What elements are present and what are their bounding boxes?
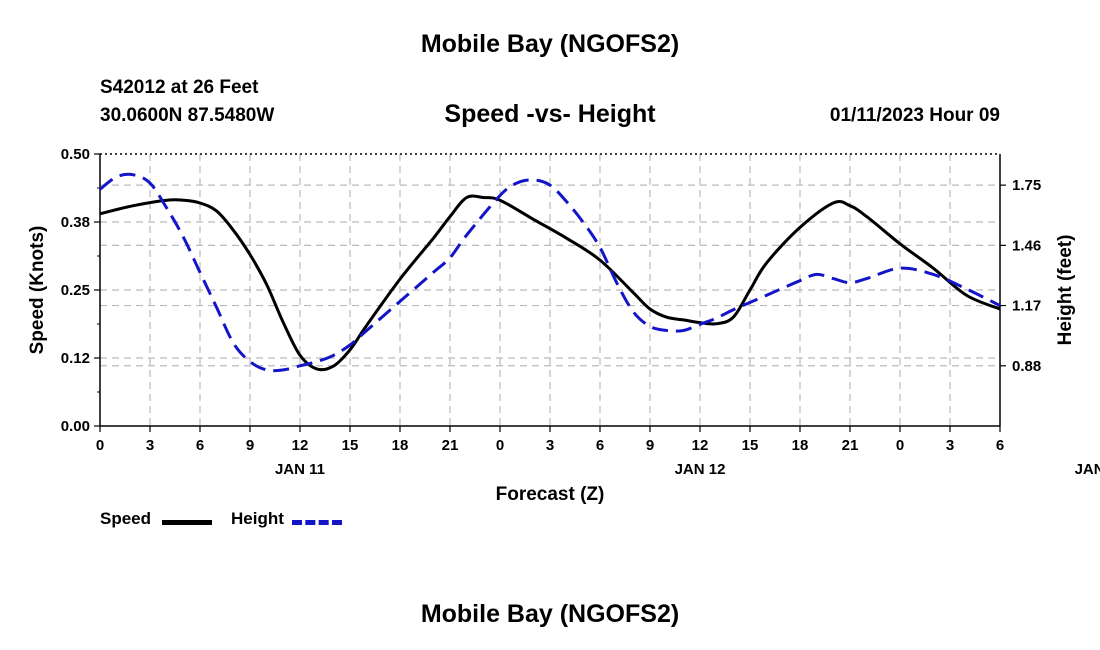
x-tick-label: 15 bbox=[742, 437, 759, 454]
y-left-tick-label: 0.00 bbox=[61, 418, 90, 435]
footer-title: Mobile Bay (NGOFS2) bbox=[420, 600, 680, 628]
x-tick-label: 0 bbox=[96, 437, 104, 454]
date-label: JAN 12 bbox=[675, 461, 726, 478]
x-tick-label: 3 bbox=[946, 437, 954, 454]
date-label: JAN 11 bbox=[275, 461, 325, 478]
x-tick-label: 3 bbox=[146, 437, 154, 454]
legend-height-swatch bbox=[292, 520, 342, 525]
x-tick-label: 15 bbox=[342, 437, 359, 454]
legend-speed-label: Speed bbox=[100, 509, 152, 528]
x-tick-label: 6 bbox=[596, 437, 604, 454]
y-left-tick-label: 0.25 bbox=[61, 282, 90, 299]
y-right-tick-label: 1.75 bbox=[1012, 177, 1041, 194]
y-right-tick-label: 1.17 bbox=[1012, 298, 1041, 315]
y-right-tick-label: 0.88 bbox=[1012, 358, 1041, 375]
x-tick-label: 12 bbox=[692, 437, 709, 454]
x-tick-label: 9 bbox=[646, 437, 654, 454]
x-tick-label: 6 bbox=[196, 437, 204, 454]
chart-subtitle: Speed -vs- Height bbox=[444, 100, 656, 128]
x-tick-label: 3 bbox=[546, 437, 554, 454]
legend-speed-swatch bbox=[162, 520, 212, 525]
y-left-tick-label: 0.38 bbox=[61, 214, 90, 231]
x-tick-label: 18 bbox=[392, 437, 409, 454]
speed-series-line bbox=[99, 194, 1001, 372]
x-tick-label: 0 bbox=[896, 437, 904, 454]
station-coordinates: 30.0600N 87.5480W bbox=[100, 105, 275, 126]
x-tick-label: 9 bbox=[246, 437, 254, 454]
y-right-axis-label: Height (feet) bbox=[1055, 235, 1076, 346]
chart-title: Mobile Bay (NGOFS2) bbox=[420, 30, 680, 58]
date-label: JAN 13 bbox=[1075, 461, 1100, 478]
y-left-tick-label: 0.50 bbox=[61, 146, 90, 163]
legend-height-label: Height bbox=[231, 509, 284, 528]
x-tick-label: 6 bbox=[996, 437, 1004, 454]
height-series-line bbox=[99, 172, 1001, 373]
x-axis-label: Forecast (Z) bbox=[496, 484, 605, 505]
x-tick-label: 18 bbox=[792, 437, 809, 454]
x-tick-label: 21 bbox=[842, 437, 859, 454]
y-right-tick-label: 1.46 bbox=[1012, 237, 1041, 254]
y-left-axis-label: Speed (Knots) bbox=[27, 226, 48, 355]
y-left-tick-label: 0.12 bbox=[61, 350, 90, 367]
x-tick-label: 0 bbox=[496, 437, 504, 454]
x-tick-label: 21 bbox=[442, 437, 459, 454]
station-label: S42012 at 26 Feet bbox=[100, 77, 259, 98]
forecast-datetime: 01/11/2023 Hour 09 bbox=[829, 105, 1000, 126]
x-tick-label: 12 bbox=[292, 437, 309, 454]
